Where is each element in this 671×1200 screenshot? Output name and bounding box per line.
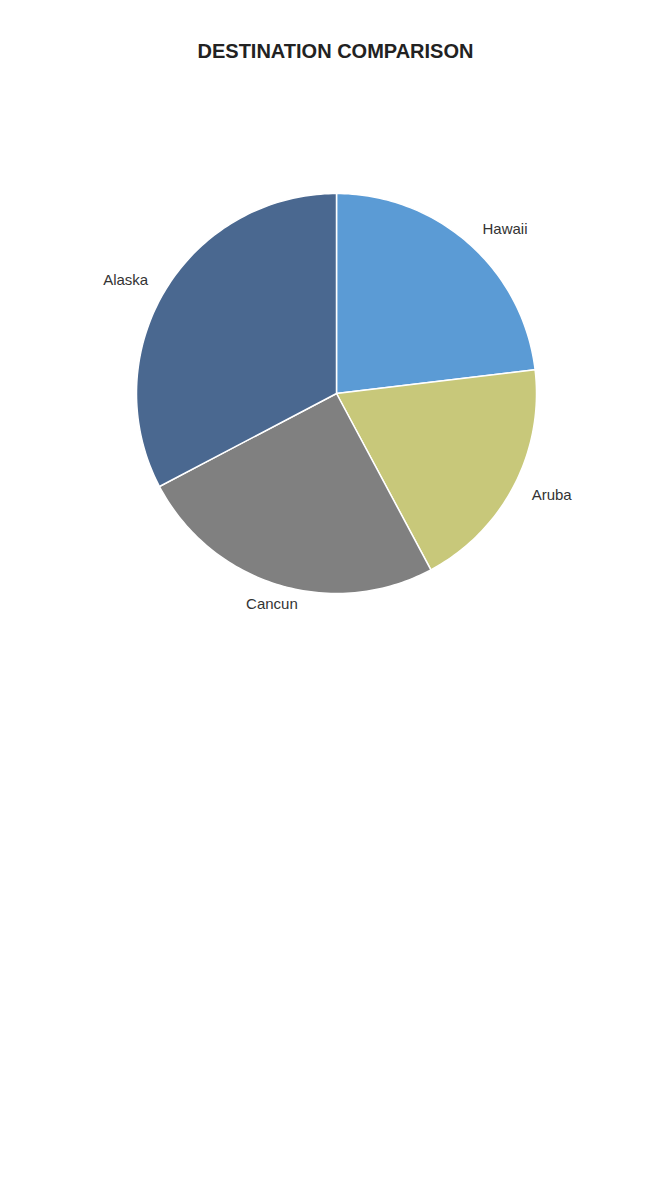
svg-text:Aruba: Aruba xyxy=(531,486,572,503)
svg-text:Hawaii: Hawaii xyxy=(482,220,527,237)
svg-text:Cancun: Cancun xyxy=(246,595,298,612)
html-text:DESTINATION COMPARISON: DESTINATION COMPARISON xyxy=(197,40,474,62)
svg-text:Alaska: Alaska xyxy=(103,271,149,288)
